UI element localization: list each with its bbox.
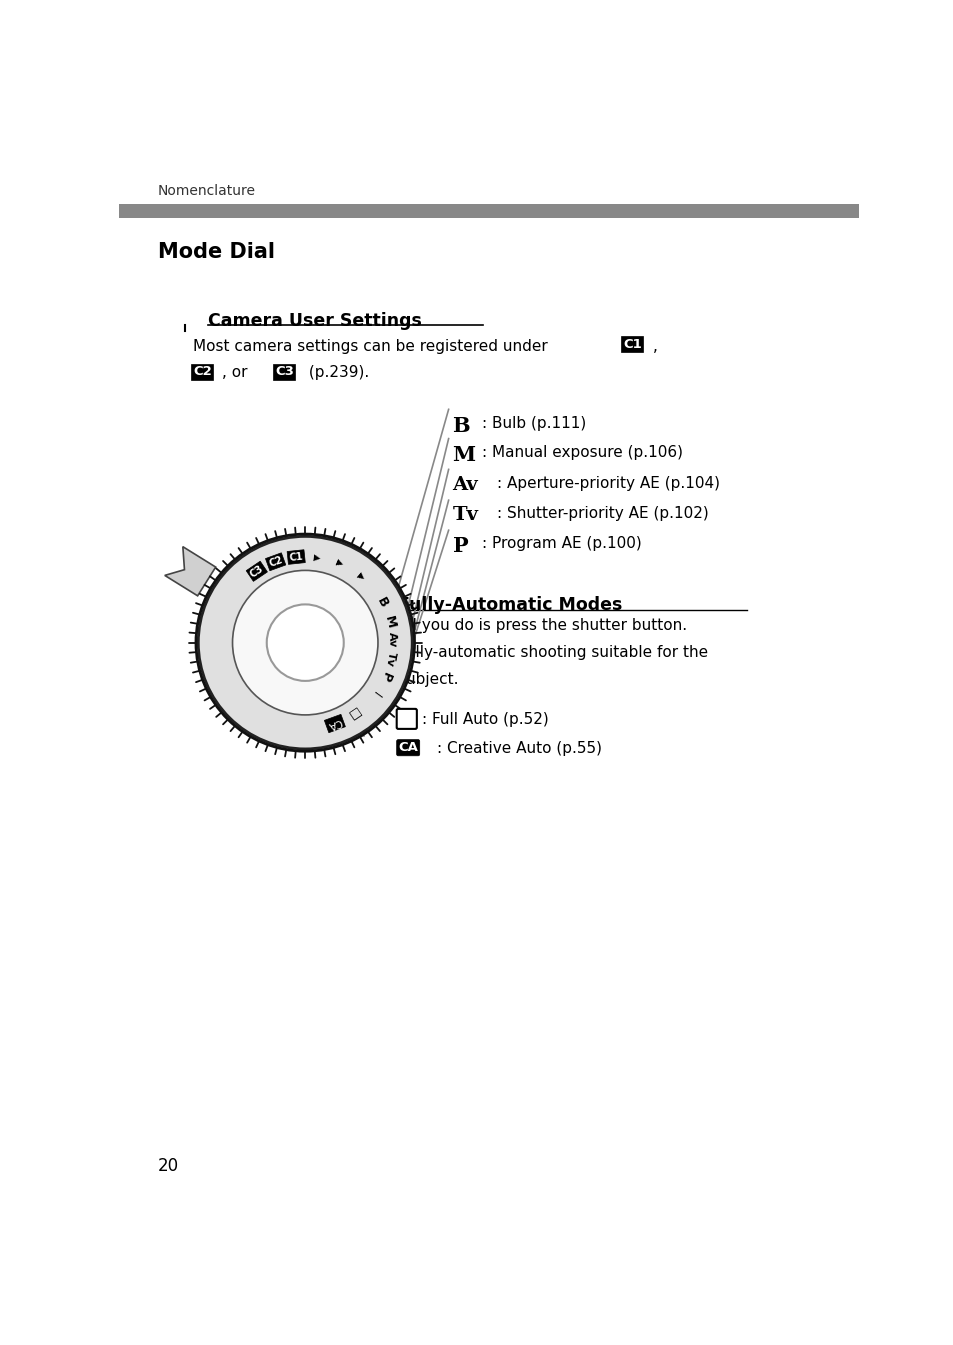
Text: B: B bbox=[374, 594, 389, 609]
Text: M: M bbox=[452, 445, 476, 465]
Text: Av: Av bbox=[452, 476, 477, 494]
Text: Fully-Automatic Modes: Fully-Automatic Modes bbox=[397, 596, 622, 615]
Text: P: P bbox=[452, 537, 468, 557]
Text: Av: Av bbox=[386, 632, 396, 647]
Text: I: I bbox=[369, 689, 381, 698]
FancyBboxPatch shape bbox=[396, 709, 416, 729]
Text: C2: C2 bbox=[267, 554, 284, 569]
Text: M: M bbox=[381, 615, 396, 629]
Text: Tv: Tv bbox=[452, 506, 477, 525]
Text: 20: 20 bbox=[158, 1158, 179, 1176]
Text: Nomenclature: Nomenclature bbox=[158, 184, 255, 198]
Text: , or: , or bbox=[222, 366, 253, 381]
Ellipse shape bbox=[198, 537, 412, 749]
Text: CA: CA bbox=[397, 741, 417, 755]
Text: B: B bbox=[452, 416, 470, 436]
Text: ▶: ▶ bbox=[334, 558, 344, 569]
Text: Tv: Tv bbox=[383, 651, 396, 667]
Text: : Bulb (p.111): : Bulb (p.111) bbox=[481, 416, 585, 430]
Text: Camera User Settings: Camera User Settings bbox=[208, 312, 422, 330]
Text: ▶: ▶ bbox=[313, 553, 321, 562]
Text: : Full Auto (p.52): : Full Auto (p.52) bbox=[421, 712, 548, 726]
Text: All you do is press the shutter button.: All you do is press the shutter button. bbox=[397, 617, 687, 633]
Text: ,: , bbox=[653, 339, 658, 354]
Text: □: □ bbox=[345, 705, 362, 722]
Text: (p.239).: (p.239). bbox=[304, 366, 370, 381]
Text: Most camera settings can be registered under: Most camera settings can be registered u… bbox=[193, 339, 552, 354]
Polygon shape bbox=[165, 546, 215, 596]
Ellipse shape bbox=[233, 570, 377, 716]
Text: : Shutter-priority AE (p.102): : Shutter-priority AE (p.102) bbox=[497, 506, 708, 522]
Text: C1: C1 bbox=[622, 338, 641, 351]
Ellipse shape bbox=[267, 604, 343, 681]
Text: : Creative Auto (p.55): : Creative Auto (p.55) bbox=[436, 741, 601, 756]
Text: : Manual exposure (p.106): : Manual exposure (p.106) bbox=[481, 445, 682, 460]
Text: C3: C3 bbox=[274, 366, 294, 378]
Text: Fully-automatic shooting suitable for the: Fully-automatic shooting suitable for th… bbox=[397, 646, 708, 660]
Text: : Program AE (p.100): : Program AE (p.100) bbox=[481, 537, 641, 551]
Text: : Aperture-priority AE (p.104): : Aperture-priority AE (p.104) bbox=[497, 476, 720, 491]
Text: C2: C2 bbox=[193, 366, 212, 378]
Text: CA: CA bbox=[326, 717, 343, 730]
Text: C3: C3 bbox=[248, 564, 265, 580]
Text: ▶: ▶ bbox=[355, 572, 366, 582]
Text: Mode Dial: Mode Dial bbox=[158, 242, 274, 262]
Text: C1: C1 bbox=[289, 551, 303, 562]
Text: P: P bbox=[376, 670, 393, 683]
Bar bbox=[119, 203, 858, 218]
Text: subject.: subject. bbox=[397, 672, 458, 687]
